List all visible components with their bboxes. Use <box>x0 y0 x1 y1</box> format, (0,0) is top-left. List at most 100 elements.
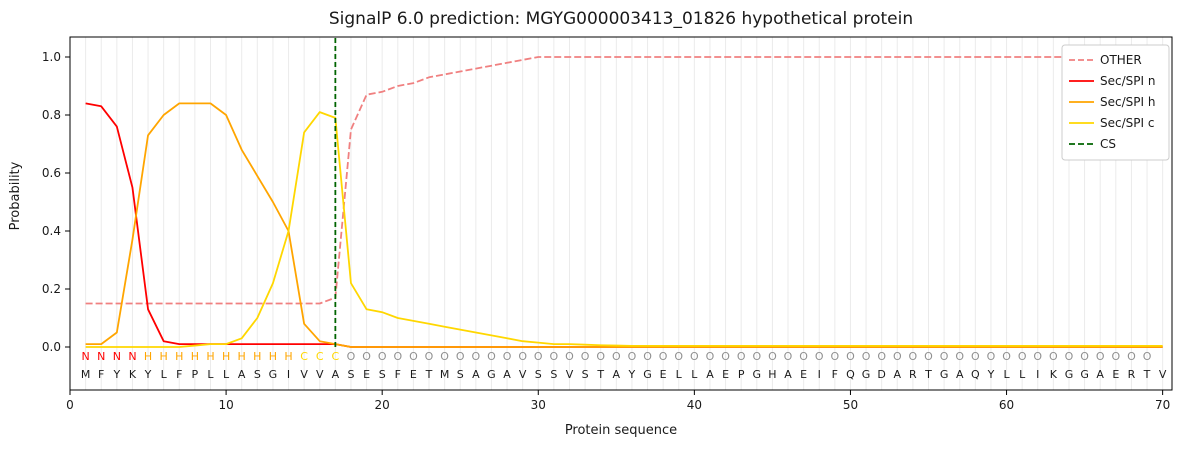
svg-text:E: E <box>660 368 667 381</box>
svg-text:O: O <box>1143 350 1152 363</box>
svg-text:Q: Q <box>971 368 980 381</box>
svg-text:E: E <box>800 368 807 381</box>
svg-text:A: A <box>956 368 964 381</box>
svg-text:I: I <box>818 368 821 381</box>
svg-text:O: O <box>674 350 683 363</box>
svg-text:S: S <box>254 368 261 381</box>
svg-text:E: E <box>363 368 370 381</box>
svg-text:Sec/SPI n: Sec/SPI n <box>1100 74 1155 88</box>
svg-text:N: N <box>97 350 105 363</box>
svg-text:O: O <box>393 350 402 363</box>
svg-text:O: O <box>362 350 371 363</box>
svg-text:O: O <box>1127 350 1136 363</box>
svg-text:G: G <box>487 368 496 381</box>
svg-text:K: K <box>1050 368 1058 381</box>
svg-text:O: O <box>659 350 668 363</box>
svg-text:A: A <box>706 368 714 381</box>
svg-text:V: V <box>519 368 527 381</box>
svg-text:O: O <box>409 350 418 363</box>
svg-text:H: H <box>222 350 230 363</box>
svg-text:O: O <box>909 350 918 363</box>
svg-text:N: N <box>128 350 136 363</box>
svg-text:T: T <box>924 368 932 381</box>
svg-text:M: M <box>81 368 91 381</box>
svg-text:H: H <box>175 350 183 363</box>
svg-text:O: O <box>768 350 777 363</box>
svg-text:O: O <box>503 350 512 363</box>
svg-text:V: V <box>300 368 308 381</box>
svg-text:K: K <box>129 368 137 381</box>
svg-text:E: E <box>1112 368 1119 381</box>
svg-text:P: P <box>192 368 199 381</box>
svg-text:O: O <box>1033 350 1042 363</box>
svg-text:F: F <box>395 368 401 381</box>
svg-text:30: 30 <box>531 398 546 412</box>
svg-text:F: F <box>98 368 104 381</box>
svg-text:S: S <box>550 368 557 381</box>
svg-text:O: O <box>987 350 996 363</box>
svg-text:O: O <box>815 350 824 363</box>
svg-text:A: A <box>332 368 340 381</box>
svg-text:S: S <box>457 368 464 381</box>
svg-text:H: H <box>253 350 261 363</box>
svg-text:O: O <box>347 350 356 363</box>
svg-text:F: F <box>832 368 838 381</box>
svg-text:V: V <box>1159 368 1167 381</box>
svg-text:O: O <box>1096 350 1105 363</box>
svg-text:O: O <box>784 350 793 363</box>
svg-text:A: A <box>1096 368 1104 381</box>
svg-text:R: R <box>909 368 917 381</box>
svg-text:O: O <box>846 350 855 363</box>
svg-text:R: R <box>1128 368 1136 381</box>
svg-text:O: O <box>955 350 964 363</box>
svg-text:0.0: 0.0 <box>42 340 61 354</box>
svg-text:O: O <box>550 350 559 363</box>
svg-text:O: O <box>752 350 761 363</box>
svg-text:O: O <box>1049 350 1058 363</box>
svg-text:A: A <box>894 368 902 381</box>
svg-text:0.4: 0.4 <box>42 224 61 238</box>
svg-text:L: L <box>676 368 683 381</box>
svg-text:O: O <box>831 350 840 363</box>
svg-text:G: G <box>753 368 762 381</box>
svg-text:60: 60 <box>999 398 1014 412</box>
svg-text:1.0: 1.0 <box>42 50 61 64</box>
svg-text:L: L <box>161 368 168 381</box>
svg-text:A: A <box>472 368 480 381</box>
svg-text:O: O <box>596 350 605 363</box>
svg-text:O: O <box>425 350 434 363</box>
svg-text:Sec/SPI c: Sec/SPI c <box>1100 116 1154 130</box>
svg-text:A: A <box>613 368 621 381</box>
svg-text:0.6: 0.6 <box>42 166 61 180</box>
svg-text:20: 20 <box>375 398 390 412</box>
svg-text:E: E <box>722 368 729 381</box>
svg-text:S: S <box>535 368 542 381</box>
svg-text:Y: Y <box>144 368 152 381</box>
svg-text:C: C <box>332 350 340 363</box>
svg-text:O: O <box>1018 350 1027 363</box>
svg-text:I: I <box>1036 368 1039 381</box>
svg-text:O: O <box>581 350 590 363</box>
svg-text:0: 0 <box>66 398 74 412</box>
svg-text:V: V <box>316 368 324 381</box>
svg-text:T: T <box>425 368 433 381</box>
svg-text:O: O <box>971 350 980 363</box>
svg-text:L: L <box>207 368 214 381</box>
svg-text:O: O <box>518 350 527 363</box>
svg-text:O: O <box>862 350 871 363</box>
svg-text:A: A <box>784 368 792 381</box>
svg-text:Y: Y <box>987 368 995 381</box>
svg-text:O: O <box>737 350 746 363</box>
svg-text:O: O <box>721 350 730 363</box>
svg-text:E: E <box>410 368 417 381</box>
svg-text:O: O <box>471 350 480 363</box>
svg-text:M: M <box>440 368 450 381</box>
svg-text:H: H <box>160 350 168 363</box>
svg-text:Y: Y <box>628 368 636 381</box>
svg-text:O: O <box>940 350 949 363</box>
svg-text:C: C <box>300 350 308 363</box>
svg-text:Q: Q <box>846 368 855 381</box>
svg-text:H: H <box>768 368 776 381</box>
